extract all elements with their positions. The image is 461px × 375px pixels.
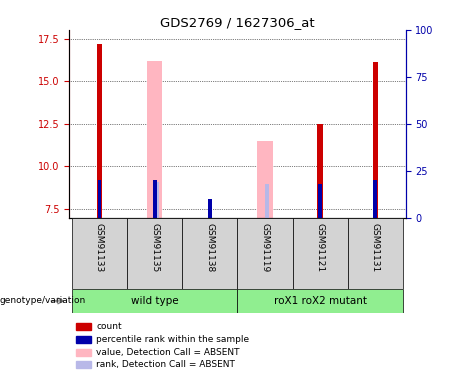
Bar [372,62,378,217]
Bar [76,362,91,369]
Text: GSM91135: GSM91135 [150,223,159,273]
Bar [97,44,102,218]
Bar [348,217,403,289]
Text: genotype/variation: genotype/variation [0,296,86,305]
Title: GDS2769 / 1627306_at: GDS2769 / 1627306_at [160,16,315,29]
Text: GSM91119: GSM91119 [260,223,270,273]
Bar [76,323,91,330]
Bar [127,217,182,289]
Bar [257,141,273,218]
Bar [237,217,293,289]
Bar [373,180,377,218]
Bar [98,180,101,218]
Bar [76,336,91,343]
Text: wild type: wild type [131,296,178,306]
Text: value, Detection Call = ABSENT: value, Detection Call = ABSENT [96,348,240,357]
Bar [318,184,322,218]
Bar [155,182,159,218]
Text: roX1 roX2 mutant: roX1 roX2 mutant [274,296,366,306]
Bar [147,61,162,217]
Text: percentile rank within the sample: percentile rank within the sample [96,335,249,344]
Bar [265,184,269,218]
Bar [237,289,403,313]
Bar [72,289,237,313]
Bar [72,217,127,289]
Text: rank, Detection Call = ABSENT: rank, Detection Call = ABSENT [96,360,235,369]
Bar [182,217,237,289]
Bar [293,217,348,289]
Text: GSM91133: GSM91133 [95,223,104,273]
Bar [153,180,157,218]
Text: GSM91131: GSM91131 [371,223,380,273]
Bar [76,349,91,356]
Text: GSM91138: GSM91138 [205,223,214,273]
Text: GSM91121: GSM91121 [316,223,325,272]
Bar [318,124,323,218]
Bar [208,199,212,217]
Text: count: count [96,322,122,332]
